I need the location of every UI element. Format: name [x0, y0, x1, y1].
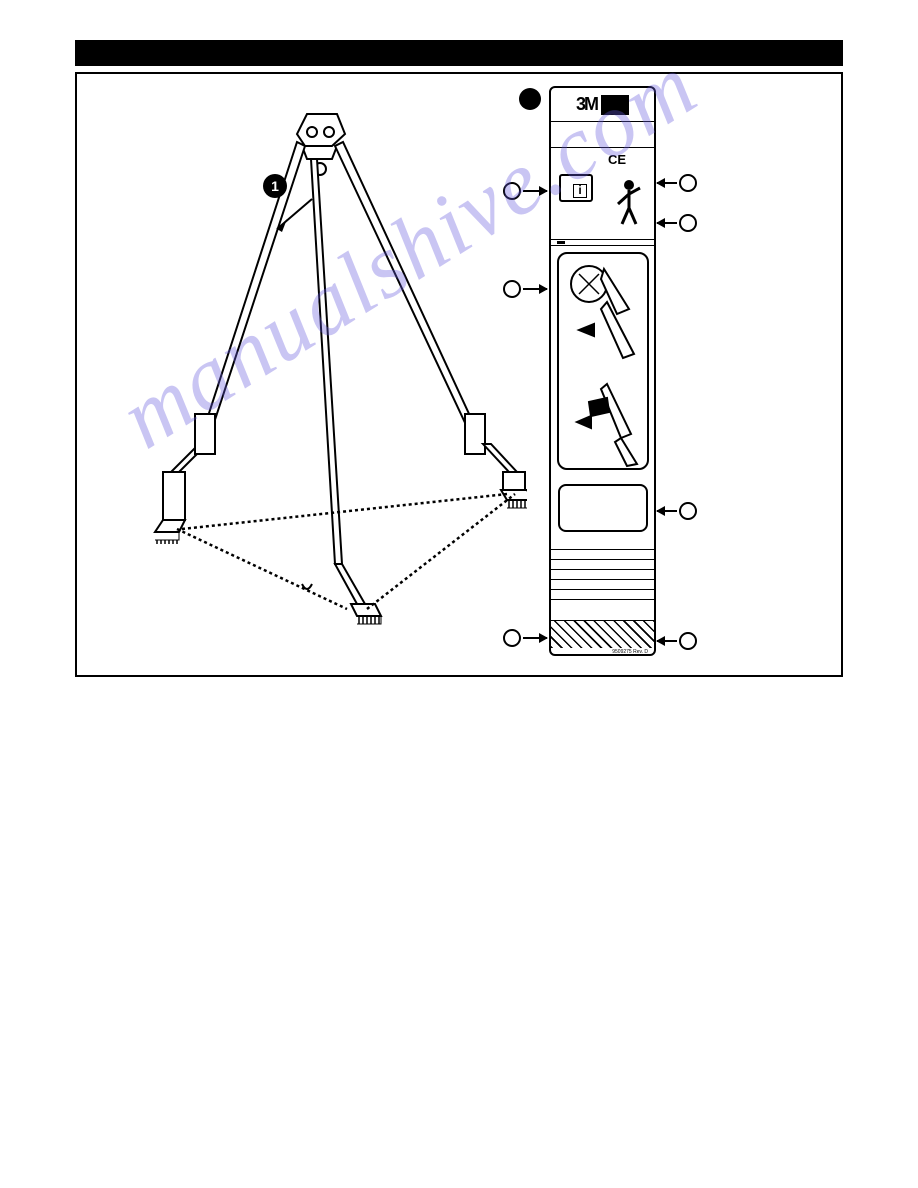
- callout-a: [503, 182, 521, 200]
- callout-f: [679, 502, 697, 520]
- ce-section: CE: [551, 148, 654, 240]
- marker-1: 1: [263, 174, 287, 198]
- callout-g: [679, 632, 697, 650]
- header-bar: [75, 40, 843, 66]
- figure-frame: 1 3M CE: [75, 72, 843, 677]
- rating-box: [558, 484, 648, 532]
- arrow-a: [523, 190, 547, 192]
- arrow-f: [657, 510, 677, 512]
- brand-block: [601, 95, 629, 115]
- person-icon: [614, 178, 644, 226]
- serial-lines: [551, 540, 654, 620]
- label-subheader: [551, 122, 654, 148]
- arrow-c: [657, 182, 677, 184]
- arrow-d: [657, 222, 677, 224]
- callout-d: [679, 214, 697, 232]
- diagram-section: [551, 246, 654, 478]
- label-footer: 9509275 Rev. D: [551, 648, 654, 655]
- label-header: 3M: [551, 88, 654, 122]
- brand-logo: 3M: [576, 94, 597, 115]
- manual-icon: [559, 174, 593, 202]
- diagram-box: [557, 252, 649, 470]
- inspection-grid: [551, 620, 654, 648]
- callout-c: [679, 174, 697, 192]
- arrow-g: [657, 640, 677, 642]
- ce-mark: CE: [608, 152, 626, 167]
- callout-e: [503, 629, 521, 647]
- tripod-drawing: [107, 84, 527, 644]
- callout-b: [503, 280, 521, 298]
- marker-1-label: 1: [271, 178, 279, 194]
- product-label: 3M CE: [549, 86, 656, 656]
- arrow-e: [523, 637, 547, 639]
- rating-box-section: [551, 478, 654, 540]
- arrow-b: [523, 288, 547, 290]
- label-marker: [519, 88, 541, 110]
